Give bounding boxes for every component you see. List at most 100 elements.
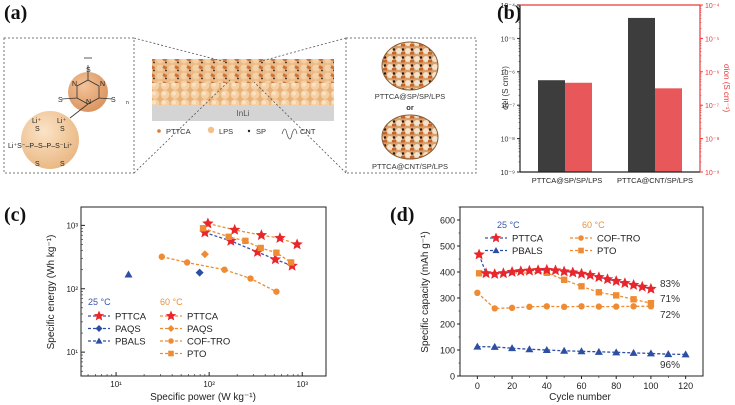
- panel-label-d: (d): [390, 204, 415, 226]
- atom-label: N: [100, 81, 105, 88]
- d-xtick-label: 20: [507, 381, 517, 391]
- d-xtick-label: 100: [643, 381, 658, 391]
- panel-label-c: (c): [4, 204, 27, 226]
- cnt-legend-icon: [281, 128, 298, 140]
- c-legend-marker: [93, 310, 105, 321]
- d-point-pto: [613, 292, 620, 299]
- d-point-pbals: [560, 346, 569, 354]
- d-xtick-label: 120: [678, 381, 693, 391]
- d-point-pto: [560, 276, 568, 283]
- c-point-pto: [199, 225, 207, 232]
- d-point-cof-tro: [630, 303, 637, 310]
- atom-label: S: [86, 67, 91, 74]
- b-ytick-label-right: 10⁻⁴: [705, 3, 720, 10]
- s-label: S: [35, 126, 40, 133]
- c-point-paqs: [200, 250, 209, 259]
- d-ytick-label: 200: [440, 320, 455, 330]
- ptca-sphere: [68, 72, 108, 112]
- lps-sphere: [21, 111, 79, 169]
- c-point-pttca: [202, 217, 214, 229]
- d-point-pttca: [541, 263, 553, 275]
- d-ytick-label: 100: [440, 346, 455, 356]
- c-legend-title: 60 °C: [160, 297, 183, 307]
- b-ytick-label-right: 10⁻⁸: [705, 137, 719, 144]
- d-point-pbals: [646, 349, 655, 357]
- d-point-pbals: [681, 350, 690, 358]
- d-ytick-label: 400: [440, 268, 455, 278]
- legend-label: LPS: [219, 127, 233, 136]
- c-ytick-label: 10¹: [66, 348, 78, 357]
- c-legend-marker: [168, 338, 174, 344]
- d-point-pbals: [525, 345, 534, 353]
- d-point-pbals: [473, 342, 482, 350]
- c-point-pto: [242, 237, 249, 245]
- d-legend-title: 60 °C: [582, 220, 605, 230]
- d-annotation: 96%: [660, 360, 680, 371]
- d-legend-label: PTTCA: [512, 234, 544, 245]
- c-point-pto: [287, 259, 295, 266]
- d-point-cof-tro: [474, 289, 481, 296]
- d-annotation: 71%: [660, 294, 680, 305]
- b-xtick-label: PTTCA@CNT/SP/LPS: [617, 176, 693, 185]
- b-bar-el: [538, 80, 565, 172]
- c-point-pttca: [229, 223, 241, 235]
- c-point-pttca: [274, 232, 286, 243]
- c-xtick-label: 10¹: [110, 380, 122, 389]
- d-point-cof-tro: [560, 303, 568, 311]
- cathode-layer: [152, 59, 334, 83]
- c-point-pto: [225, 233, 232, 241]
- d-point-pttca: [558, 265, 570, 277]
- c-series-line: [161, 256, 277, 293]
- inset-bottom-label: PTTCA@CNT/SP/LPS: [372, 162, 448, 171]
- d-point-cof-tro: [491, 305, 498, 312]
- d-point-cof-tro: [508, 304, 516, 312]
- d-point-cof-tro: [578, 303, 585, 310]
- d-legend-marker: [490, 232, 502, 243]
- c-legend-marker: [167, 325, 175, 332]
- d-point-pbals: [629, 348, 638, 356]
- d-xlabel: Cycle number: [549, 392, 611, 403]
- d-legend-label: COF-TRO: [597, 234, 640, 245]
- d-point-pbals: [594, 347, 603, 355]
- c-legend-label: PAQS: [187, 324, 213, 335]
- panel-label-b: (b): [497, 2, 522, 24]
- legend-label: CNT: [300, 127, 316, 136]
- d-point-pbals: [490, 342, 499, 350]
- c-legend-marker: [165, 310, 177, 321]
- c-legend-label: COF-TRO: [187, 337, 230, 348]
- molecule-text: S N N N S S n Li⁺ Li⁺ S S Li⁺S⁻–P–S–P–S⁻…: [8, 67, 129, 168]
- d-legend-marker: [578, 247, 584, 254]
- d-xtick-label: 0: [475, 381, 480, 391]
- d-point-pttca: [645, 282, 657, 294]
- inset-or: or: [406, 103, 414, 112]
- b-ylabel-right: σion (S cm⁻¹): [722, 64, 731, 113]
- d-ytick-label: 500: [440, 242, 455, 252]
- pttca-legend-icon: [157, 129, 161, 133]
- li-label: Li⁺: [57, 118, 66, 125]
- d-ytick-label: 300: [440, 294, 455, 304]
- d-point-pbals: [664, 350, 673, 358]
- d-legend-marker: [578, 235, 584, 241]
- triazine-ring: [61, 57, 113, 119]
- d-point-pto: [475, 270, 483, 277]
- b-ytick-label-right: 10⁻⁷: [705, 103, 719, 110]
- d-point-pttca: [549, 264, 562, 276]
- s-label: S: [35, 161, 40, 168]
- d-point-pttca: [489, 268, 501, 279]
- d-point-pttca: [473, 248, 485, 260]
- d-annotation: 72%: [660, 310, 680, 321]
- c-point-cof-tro: [183, 259, 191, 266]
- b-ytick-label: 10⁻⁵: [501, 36, 515, 43]
- c-point-pttca: [251, 246, 264, 257]
- d-point-pttca: [515, 265, 527, 277]
- c-ytick-label: 10³: [66, 221, 78, 230]
- b-bar-ion: [655, 88, 682, 172]
- inset-top-label: PTTCA@SP/SP/LPS: [375, 92, 446, 101]
- d-point-pttca: [523, 264, 536, 276]
- c-point-pttca: [225, 234, 237, 246]
- c-legend-marker: [168, 350, 174, 357]
- d-point-pttca: [506, 266, 518, 277]
- d-point-pbals: [612, 348, 621, 356]
- d-point-cof-tro: [613, 303, 620, 310]
